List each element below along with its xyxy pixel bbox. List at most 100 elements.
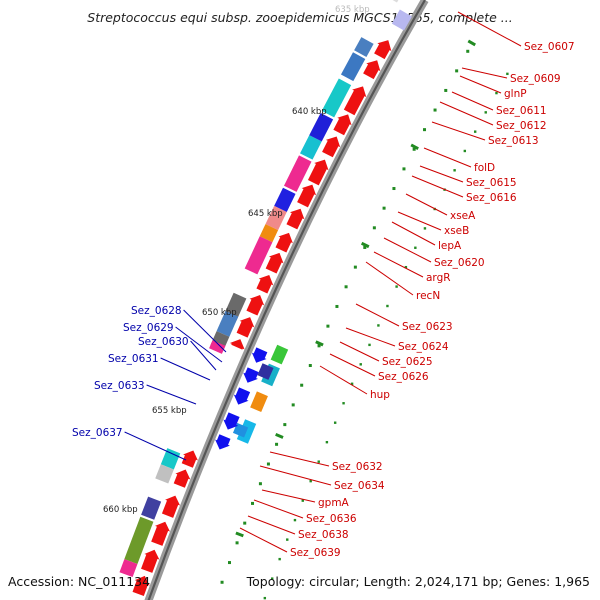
forward-label-leader bbox=[397, 211, 442, 231]
reverse-gene-box bbox=[250, 391, 268, 413]
scale-tick bbox=[467, 39, 476, 47]
reverse-gene-label: Sez_0630 bbox=[138, 336, 189, 348]
reverse-label-leader bbox=[175, 326, 223, 363]
minor-tick bbox=[251, 501, 255, 505]
forward-label-leader bbox=[457, 11, 522, 47]
forward-gene-label: Sez_0632 bbox=[332, 461, 383, 473]
forward-gene-arrow bbox=[229, 339, 245, 350]
minor-tick bbox=[243, 521, 247, 525]
forward-gene-label: Sez_0639 bbox=[290, 547, 341, 559]
forward-gene-arrow bbox=[236, 317, 255, 338]
forward-gene-arrow bbox=[181, 450, 198, 468]
forward-gene-box bbox=[283, 155, 312, 192]
forward-gene-label: Sez_0616 bbox=[466, 192, 517, 204]
faded-gene-box bbox=[392, 0, 399, 3]
forward-gene-label: Sez_0609 bbox=[510, 73, 561, 85]
forward-label-leader bbox=[405, 193, 448, 216]
minor-tick bbox=[300, 383, 304, 387]
reverse-gene-label: Sez_0629 bbox=[123, 322, 174, 334]
forward-gene-arrow bbox=[343, 86, 367, 116]
reverse-label-leader bbox=[190, 340, 217, 371]
backbone-ring-core bbox=[147, 0, 426, 600]
forward-label-leader bbox=[373, 251, 424, 278]
forward-gene-label: Sez_0611 bbox=[496, 105, 547, 117]
forward-gene-arrow bbox=[286, 208, 305, 230]
forward-gene-arrow bbox=[141, 549, 160, 573]
forward-label-leader bbox=[269, 451, 330, 467]
forward-gene-arrow bbox=[246, 295, 265, 316]
forward-gene-arrow bbox=[322, 136, 341, 158]
forward-label-leader bbox=[391, 221, 436, 246]
forward-gene-arrow bbox=[297, 184, 317, 208]
scale-tick bbox=[360, 241, 370, 249]
forward-label-leader bbox=[355, 303, 400, 327]
minor-tick bbox=[258, 482, 262, 486]
forward-gene-box bbox=[300, 135, 322, 160]
forward-gene-label: Sez_0607 bbox=[524, 41, 575, 53]
forward-gene-label: Sez_0636 bbox=[306, 513, 357, 525]
forward-label-leader bbox=[259, 465, 332, 486]
minor-tick bbox=[309, 479, 312, 483]
minor-tick bbox=[495, 91, 498, 95]
minor-tick bbox=[293, 518, 297, 522]
forward-gene-label: Sez_0620 bbox=[434, 257, 485, 269]
forward-label-leader bbox=[261, 489, 316, 503]
scale-tick-label: 635 kbp bbox=[335, 5, 370, 15]
minor-tick bbox=[228, 561, 232, 565]
forward-gene-arrow bbox=[333, 114, 352, 136]
minor-tick bbox=[395, 285, 398, 288]
forward-gene-box bbox=[209, 340, 226, 354]
forward-label-leader bbox=[451, 91, 494, 111]
forward-gene-label: xseA bbox=[450, 210, 476, 222]
reverse-gene-arrow bbox=[233, 387, 251, 405]
forward-gene-label: Sez_0615 bbox=[466, 177, 517, 189]
forward-gene-box bbox=[216, 310, 239, 337]
accession-text: Accession: NC_011134 bbox=[8, 574, 151, 589]
forward-gene-label: Sez_0612 bbox=[496, 120, 547, 132]
forward-gene-box bbox=[141, 496, 162, 520]
minor-tick bbox=[317, 460, 320, 463]
reverse-gene-arrow bbox=[215, 434, 231, 450]
forward-gene-arrow bbox=[275, 232, 293, 253]
forward-gene-label: Sez_0623 bbox=[402, 321, 453, 333]
forward-gene-box bbox=[244, 236, 273, 275]
forward-gene-box bbox=[354, 37, 374, 57]
forward-gene-arrow bbox=[151, 521, 170, 546]
minor-tick bbox=[350, 382, 354, 385]
forward-gene-label: Sez_0634 bbox=[334, 480, 385, 492]
forward-label-leader bbox=[459, 75, 502, 94]
minor-tick bbox=[270, 577, 274, 580]
minor-tick bbox=[377, 324, 380, 327]
reverse-gene-label: Sez_0631 bbox=[108, 353, 159, 365]
minor-tick bbox=[359, 363, 362, 366]
forward-label-leader bbox=[319, 365, 368, 395]
forward-label-leader bbox=[239, 527, 288, 553]
forward-gene-box bbox=[340, 52, 366, 82]
scale-tick-label: 650 kbp bbox=[202, 308, 237, 318]
minor-tick bbox=[308, 364, 312, 368]
backbone-ring bbox=[144, 0, 429, 600]
forward-gene-label: Sez_0624 bbox=[398, 341, 449, 353]
reverse-gene-label: Sez_0637 bbox=[72, 427, 123, 439]
minor-tick bbox=[473, 130, 477, 133]
reverse-gene-label: Sez_0633 bbox=[94, 380, 145, 392]
minor-tick bbox=[286, 538, 289, 541]
forward-gene-box bbox=[124, 516, 154, 564]
minor-tick bbox=[414, 246, 417, 249]
forward-gene-label: recN bbox=[416, 290, 440, 302]
forward-gene-box bbox=[160, 448, 181, 470]
forward-gene-arrow bbox=[173, 469, 191, 488]
minor-tick bbox=[392, 187, 396, 191]
minor-tick bbox=[382, 206, 386, 210]
scale-tick-label: 655 kbp bbox=[152, 406, 187, 416]
forward-gene-label: hup bbox=[370, 389, 390, 401]
forward-label-leader bbox=[339, 341, 380, 362]
forward-label-leader bbox=[365, 261, 414, 296]
forward-label-leader bbox=[411, 175, 464, 198]
topology-text: Topology: circular; Length: 2,024,171 bp… bbox=[246, 574, 590, 589]
minor-tick bbox=[335, 304, 339, 308]
minor-tick bbox=[404, 265, 408, 269]
minor-tick bbox=[317, 344, 321, 348]
